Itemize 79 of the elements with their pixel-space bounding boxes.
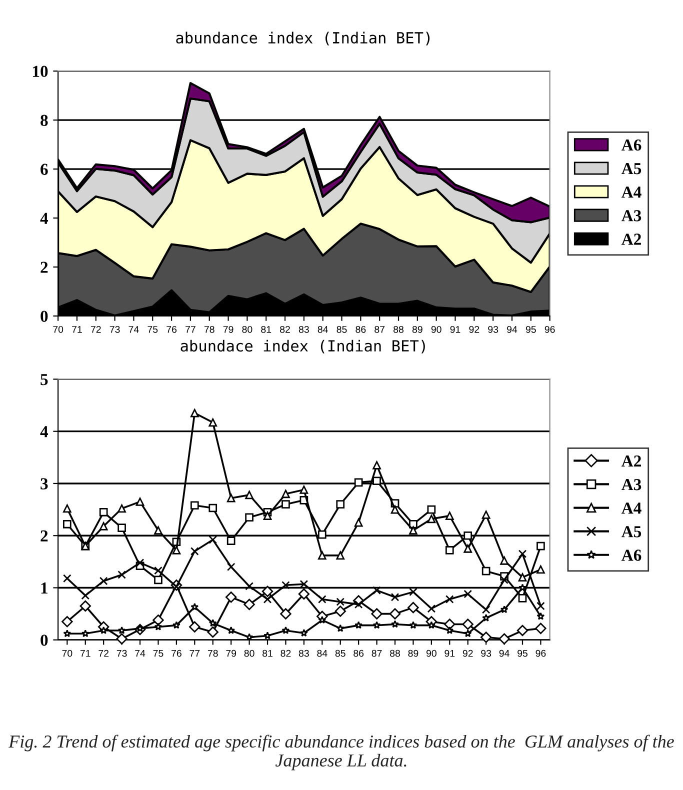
- x-tick-label: 73: [116, 650, 127, 657]
- chart-title: abundace index (Indian BET): [180, 340, 425, 354]
- y-tick-label: 10: [33, 66, 48, 78]
- x-tick-label: 89: [412, 326, 422, 333]
- x-tick-label: 77: [186, 326, 196, 333]
- x-tick-label: 91: [450, 326, 460, 333]
- x-tick-label: 72: [98, 650, 109, 657]
- x-tick-label: 73: [110, 326, 120, 333]
- x-tick-label: 88: [394, 326, 404, 333]
- x-tick-label: 90: [426, 650, 436, 657]
- legend-label: A5: [621, 163, 642, 174]
- x-tick-label: 77: [190, 650, 200, 657]
- x-tick-label: 80: [244, 650, 254, 657]
- x-tick-label: 88: [390, 650, 400, 657]
- x-tick-label: 84: [318, 326, 328, 333]
- x-tick-label: 74: [135, 650, 146, 657]
- x-tick-label: 75: [148, 326, 158, 333]
- x-tick-label: 85: [335, 650, 346, 657]
- x-tick-label: 71: [80, 650, 90, 657]
- y-tick-label: 1: [41, 582, 48, 594]
- chart-title: abundance index (Indian BET): [176, 32, 430, 46]
- legend-label: A2: [621, 455, 641, 467]
- x-tick-label: 94: [507, 326, 518, 333]
- x-tick-label: 81: [261, 326, 272, 333]
- x-tick-label: 70: [62, 650, 72, 657]
- y-tick-label: 8: [40, 114, 48, 126]
- y-tick-label: 3: [40, 478, 48, 490]
- y-tick-label: 2: [40, 530, 48, 542]
- y-tick-label: 2: [40, 262, 48, 273]
- y-tick-label: 0: [40, 634, 48, 646]
- legend-label: A5: [621, 526, 642, 538]
- x-tick-label: 95: [526, 326, 536, 333]
- legend-label: A3: [621, 210, 642, 222]
- x-tick-label: 71: [72, 326, 82, 333]
- x-tick-label: 84: [317, 650, 328, 657]
- legend-label: A2: [621, 234, 641, 245]
- x-tick-label: 86: [356, 326, 366, 333]
- y-tick-label: 5: [40, 374, 48, 386]
- legend-label: A6: [621, 139, 642, 151]
- x-tick-label: 95: [518, 650, 528, 657]
- x-tick-label: 79: [226, 650, 236, 657]
- y-tick-label: 4: [40, 212, 48, 224]
- x-tick-label: 75: [153, 650, 164, 657]
- x-tick-label: 92: [469, 326, 480, 333]
- x-tick-label: 87: [372, 650, 382, 657]
- x-tick-label: 70: [53, 326, 64, 333]
- x-tick-label: 90: [431, 326, 442, 333]
- y-tick-label: 6: [40, 164, 48, 176]
- x-tick-label: 82: [280, 326, 290, 333]
- x-tick-label: 81: [262, 650, 272, 657]
- x-tick-label: 83: [298, 326, 309, 333]
- x-tick-label: 74: [128, 326, 139, 333]
- x-tick-label: 91: [444, 650, 455, 657]
- x-tick-label: 96: [536, 650, 546, 657]
- x-tick-label: 89: [408, 650, 418, 657]
- x-tick-label: 96: [544, 326, 555, 333]
- legend-label: A4: [621, 502, 642, 514]
- x-tick-label: 93: [488, 326, 498, 333]
- x-tick-label: 76: [172, 650, 182, 657]
- x-tick-label: 87: [374, 326, 385, 333]
- x-tick-label: 92: [462, 650, 473, 657]
- x-tick-label: 78: [208, 650, 218, 657]
- x-tick-label: 79: [223, 326, 234, 333]
- x-tick-label: 76: [166, 326, 177, 333]
- x-tick-label: 80: [242, 326, 252, 333]
- x-tick-label: 94: [499, 650, 510, 657]
- y-tick-label: 4: [40, 426, 48, 438]
- x-tick-label: 93: [481, 650, 492, 657]
- x-tick-label: 83: [298, 650, 309, 657]
- x-tick-label: 78: [204, 326, 214, 333]
- legend-label: A4: [621, 186, 642, 198]
- caption: Fig. 2 Trend of estimated age specific abundance indices based on the GLM analyses of the Japanese LL data.: [8, 734, 674, 770]
- y-tick-label: 0: [40, 310, 48, 322]
- x-tick-label: 72: [90, 326, 101, 333]
- legend-label: A3: [621, 479, 642, 490]
- legend-label: A6: [621, 550, 642, 561]
- x-tick-label: 86: [354, 650, 364, 657]
- x-tick-label: 85: [336, 326, 347, 333]
- x-tick-label: 82: [280, 650, 291, 657]
